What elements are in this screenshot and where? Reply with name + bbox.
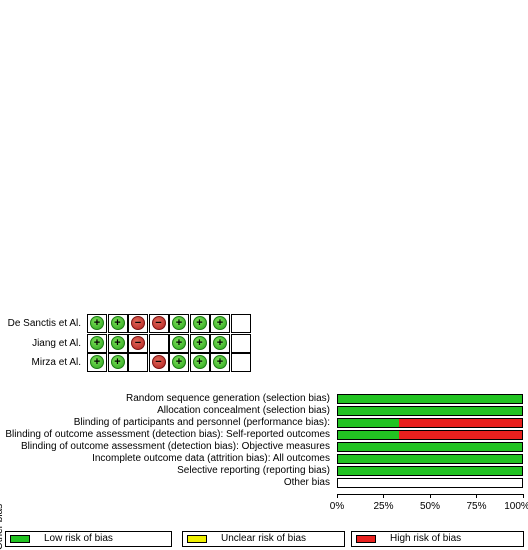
low-risk-mark: + bbox=[172, 316, 186, 330]
bar-segment bbox=[338, 395, 522, 403]
study-label: Jiang et Al. bbox=[32, 337, 81, 349]
bar-segment bbox=[338, 407, 522, 415]
judgement-cell: + bbox=[189, 353, 210, 372]
low-risk-mark: + bbox=[110, 316, 125, 330]
legend-label: Unclear risk of bias bbox=[221, 533, 307, 544]
x-tick-label: 50% bbox=[419, 501, 441, 512]
judgement-cell bbox=[230, 333, 251, 353]
low-risk-mark: + bbox=[110, 355, 125, 369]
x-tick-label: 75% bbox=[466, 501, 487, 512]
legend-swatch bbox=[356, 535, 376, 543]
x-tick-label: 100% bbox=[504, 501, 528, 512]
low-risk-mark: + bbox=[213, 316, 227, 330]
study-labels: De Sanctis et Al. Jiang et Al. Mirza et Al… bbox=[0, 314, 81, 373]
judgement-cell: + bbox=[87, 353, 107, 372]
judgement-cell: + bbox=[169, 353, 189, 372]
bar-track bbox=[337, 454, 523, 464]
bar-category-label: Blinding of outcome assessment (detectio… bbox=[5, 429, 330, 440]
bar-labels: Random sequence generation (selection bi… bbox=[0, 393, 330, 490]
low-risk-mark: + bbox=[90, 316, 104, 330]
bar-category-label: Blinding of participants and personnel (… bbox=[73, 417, 330, 428]
bar-segment bbox=[399, 431, 522, 439]
judgement-cell: + bbox=[210, 314, 230, 333]
low-risk-mark: + bbox=[90, 335, 104, 350]
bar-track bbox=[337, 418, 523, 428]
x-tick-label: 25% bbox=[373, 501, 394, 512]
judgement-cell: + bbox=[107, 333, 128, 353]
legend-item: Unclear risk of bias bbox=[182, 531, 345, 547]
bar-track bbox=[337, 442, 523, 452]
x-tick bbox=[429, 494, 431, 498]
bar-track bbox=[337, 466, 523, 476]
bar-segment bbox=[399, 419, 522, 427]
judgement-cell: + bbox=[169, 314, 189, 333]
legend-label: High risk of bias bbox=[390, 533, 462, 544]
bar-track bbox=[337, 406, 523, 416]
low-risk-mark: + bbox=[90, 355, 104, 369]
judgement-cell bbox=[148, 333, 169, 353]
low-risk-mark: + bbox=[110, 335, 125, 350]
judgement-cell: − bbox=[128, 314, 148, 333]
low-risk-mark: + bbox=[172, 335, 186, 350]
study-label: Mirza et Al. bbox=[31, 357, 81, 368]
bar-segment bbox=[338, 419, 400, 427]
x-tick bbox=[522, 494, 524, 498]
judgement-cell bbox=[230, 314, 251, 333]
judgement-cell: + bbox=[189, 333, 210, 353]
judgement-cell: + bbox=[189, 314, 210, 333]
bar-category-label: Allocation concealment (selection bias) bbox=[157, 405, 330, 416]
judgement-cell: − bbox=[148, 353, 169, 372]
bar-category-label: Selective reporting (reporting bias) bbox=[177, 465, 330, 476]
bar-track bbox=[337, 394, 523, 404]
judgement-cell: + bbox=[210, 333, 230, 353]
high-risk-mark: − bbox=[151, 316, 166, 330]
judgement-cell: + bbox=[210, 353, 230, 372]
low-risk-mark: + bbox=[213, 335, 227, 350]
bar-segment bbox=[338, 431, 400, 439]
bar-category-label: Random sequence generation (selection bi… bbox=[125, 393, 330, 404]
judgement-cell: + bbox=[87, 333, 107, 353]
legend-swatch bbox=[10, 535, 30, 543]
judgement-cell: − bbox=[128, 333, 148, 353]
low-risk-mark: + bbox=[213, 355, 227, 369]
low-risk-mark: + bbox=[192, 355, 207, 369]
judgement-cell bbox=[230, 353, 251, 372]
x-tick bbox=[336, 494, 338, 498]
judgement-cell: + bbox=[169, 333, 189, 353]
high-risk-mark: − bbox=[131, 335, 145, 350]
legend-swatch bbox=[187, 535, 207, 543]
study-label: De Sanctis et Al. bbox=[7, 318, 81, 329]
bar-segment bbox=[338, 443, 522, 451]
bar-track bbox=[337, 478, 523, 488]
x-tick bbox=[383, 494, 384, 498]
high-risk-mark: − bbox=[151, 355, 166, 369]
bar-segment bbox=[338, 455, 522, 463]
judgement-cell: − bbox=[148, 314, 169, 333]
x-tick bbox=[476, 494, 477, 498]
bar-track bbox=[337, 430, 523, 440]
bar-segment bbox=[338, 467, 522, 475]
low-risk-mark: + bbox=[192, 316, 207, 330]
low-risk-mark: + bbox=[192, 335, 207, 350]
x-tick-label: 0% bbox=[329, 501, 345, 512]
low-risk-mark: + bbox=[172, 355, 186, 369]
judgement-cell bbox=[128, 353, 148, 372]
bar-category-label: Incomplete outcome data (attrition bias)… bbox=[92, 453, 330, 464]
legend-item: High risk of bias bbox=[351, 531, 524, 547]
legend-item: Low risk of bias bbox=[5, 531, 172, 547]
bar-category-label: Other bias bbox=[283, 477, 330, 488]
high-risk-mark: − bbox=[131, 316, 145, 330]
bar-category-label: Blinding of outcome assessment (detectio… bbox=[20, 441, 330, 452]
judgement-cell: + bbox=[87, 314, 107, 333]
judgement-cell: + bbox=[107, 314, 128, 333]
judgement-cell: + bbox=[107, 353, 128, 372]
legend-label: Low risk of bias bbox=[44, 533, 113, 544]
